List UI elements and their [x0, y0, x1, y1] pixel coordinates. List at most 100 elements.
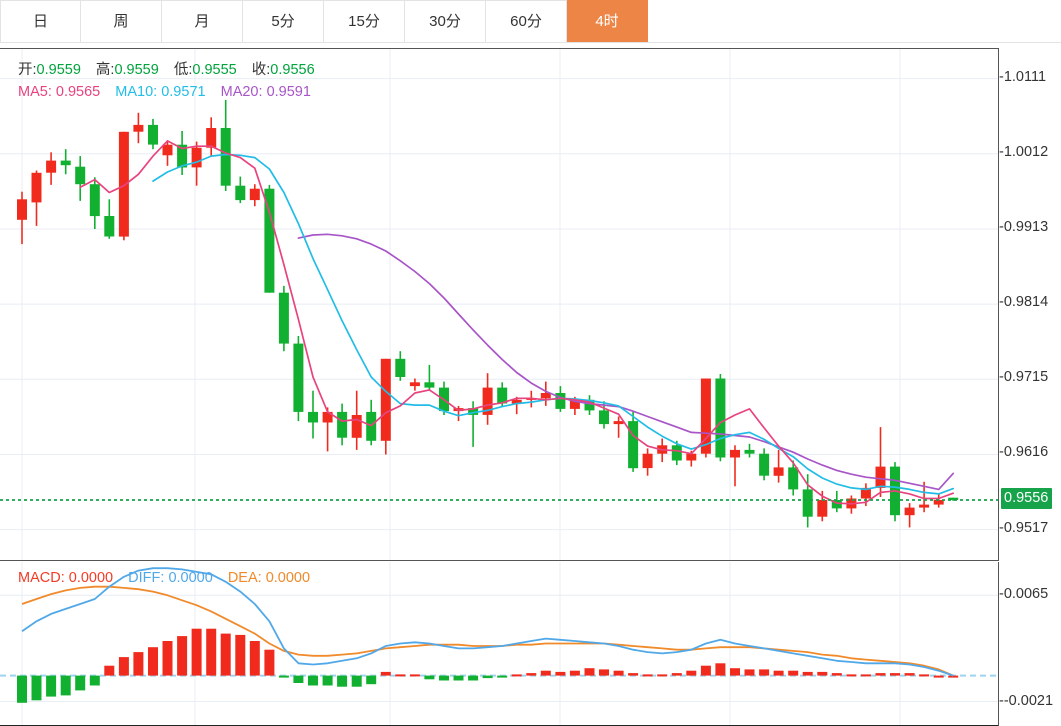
- price-tick: -0.9715: [999, 369, 1049, 386]
- candle: [773, 449, 784, 483]
- tab-5min[interactable]: 5分: [243, 0, 324, 42]
- macd-bar: [744, 669, 755, 676]
- macd-bar: [569, 670, 580, 676]
- tab-day[interactable]: 日: [0, 0, 81, 42]
- candle: [613, 416, 624, 438]
- period-tab-bar: 日 周 月 5分 15分 30分 60分 4时: [0, 0, 1061, 43]
- macd-bar: [584, 668, 595, 676]
- tab-30min[interactable]: 30分: [405, 0, 486, 42]
- candle: [31, 170, 42, 226]
- candlestick-panel[interactable]: [0, 48, 998, 561]
- macd-bar: [133, 652, 144, 676]
- macd-bar: [671, 673, 682, 676]
- macd-axis: -0.0065 --0.0021: [999, 562, 1061, 726]
- candle: [788, 460, 799, 496]
- macd-bar: [919, 674, 930, 677]
- macd-bar: [148, 647, 158, 676]
- candle: [75, 156, 86, 201]
- macd-bar: [657, 674, 668, 677]
- tab-4hour[interactable]: 4时: [567, 0, 648, 42]
- macd-bar: [409, 674, 420, 677]
- candle: [730, 445, 740, 487]
- macd-bar: [118, 657, 129, 676]
- candle: [715, 374, 726, 462]
- macd-bar: [191, 628, 202, 676]
- macd-bar: [540, 670, 551, 676]
- macd-bar: [220, 633, 231, 676]
- macd-bar: [177, 636, 188, 676]
- candle: [249, 184, 260, 207]
- candle: [540, 381, 551, 406]
- candle: [308, 390, 318, 439]
- candle: [148, 118, 158, 150]
- macd-bar: [497, 675, 508, 678]
- macd-bar: [948, 675, 959, 678]
- macd-bar: [788, 670, 799, 676]
- macd-bar: [831, 673, 842, 676]
- macd-panel[interactable]: [0, 562, 998, 726]
- candle: [948, 497, 959, 501]
- price-tick: -0.9814: [999, 294, 1049, 311]
- tab-15min[interactable]: 15分: [324, 0, 405, 42]
- macd-bar: [686, 670, 697, 676]
- price-axis-divider: [998, 48, 999, 561]
- candle: [904, 503, 915, 528]
- macd-bar: [628, 673, 639, 676]
- macd-bar: [60, 675, 71, 696]
- macd-bar: [526, 673, 537, 676]
- candle: [206, 117, 217, 157]
- macd-bar: [162, 641, 173, 676]
- candle: [235, 176, 246, 204]
- candle: [293, 336, 304, 422]
- candle: [177, 131, 188, 175]
- macd-tick: -0.0065: [999, 586, 1049, 603]
- macd-plot[interactable]: [0, 562, 998, 725]
- macd-bar: [802, 671, 813, 676]
- candlestick-plot[interactable]: [0, 49, 998, 560]
- candle: [482, 373, 493, 425]
- candle: [395, 351, 406, 381]
- candle: [759, 448, 770, 481]
- diff-line: [21, 567, 954, 677]
- macd-bar: [933, 675, 944, 678]
- macd-bar: [860, 674, 871, 677]
- macd-bar: [380, 671, 391, 676]
- macd-bar: [206, 628, 217, 676]
- candle: [337, 403, 348, 446]
- tab-60min[interactable]: 60分: [486, 0, 567, 42]
- macd-bar: [46, 675, 57, 697]
- macd-bar: [453, 675, 464, 681]
- macd-bar: [730, 668, 740, 676]
- macd-bar: [904, 673, 915, 676]
- macd-bar: [875, 673, 886, 676]
- macd-bar: [75, 675, 86, 691]
- macd-bar: [555, 671, 566, 676]
- macd-bar: [482, 675, 493, 679]
- candle: [264, 184, 275, 293]
- macd-bar: [613, 670, 624, 676]
- tab-week[interactable]: 周: [81, 0, 162, 42]
- candle: [191, 141, 202, 186]
- macd-bar: [715, 663, 726, 676]
- candle: [875, 427, 886, 497]
- macd-bar: [846, 674, 857, 677]
- ma20-line: [297, 233, 955, 491]
- candle: [220, 99, 231, 191]
- macd-bar: [235, 634, 246, 676]
- candle: [802, 474, 813, 528]
- macd-bar: [31, 675, 42, 701]
- candle: [744, 443, 755, 458]
- candle: [46, 152, 57, 185]
- price-tick: -0.9616: [999, 444, 1049, 461]
- macd-bar: [642, 674, 653, 677]
- candle: [278, 285, 289, 352]
- macd-bar: [773, 670, 784, 676]
- macd-bar: [468, 675, 479, 681]
- dea-line: [21, 585, 954, 677]
- macd-bar: [308, 675, 318, 686]
- macd-bar: [439, 675, 449, 681]
- tab-month[interactable]: 月: [162, 0, 243, 42]
- macd-bar: [700, 665, 711, 676]
- candle: [17, 191, 27, 245]
